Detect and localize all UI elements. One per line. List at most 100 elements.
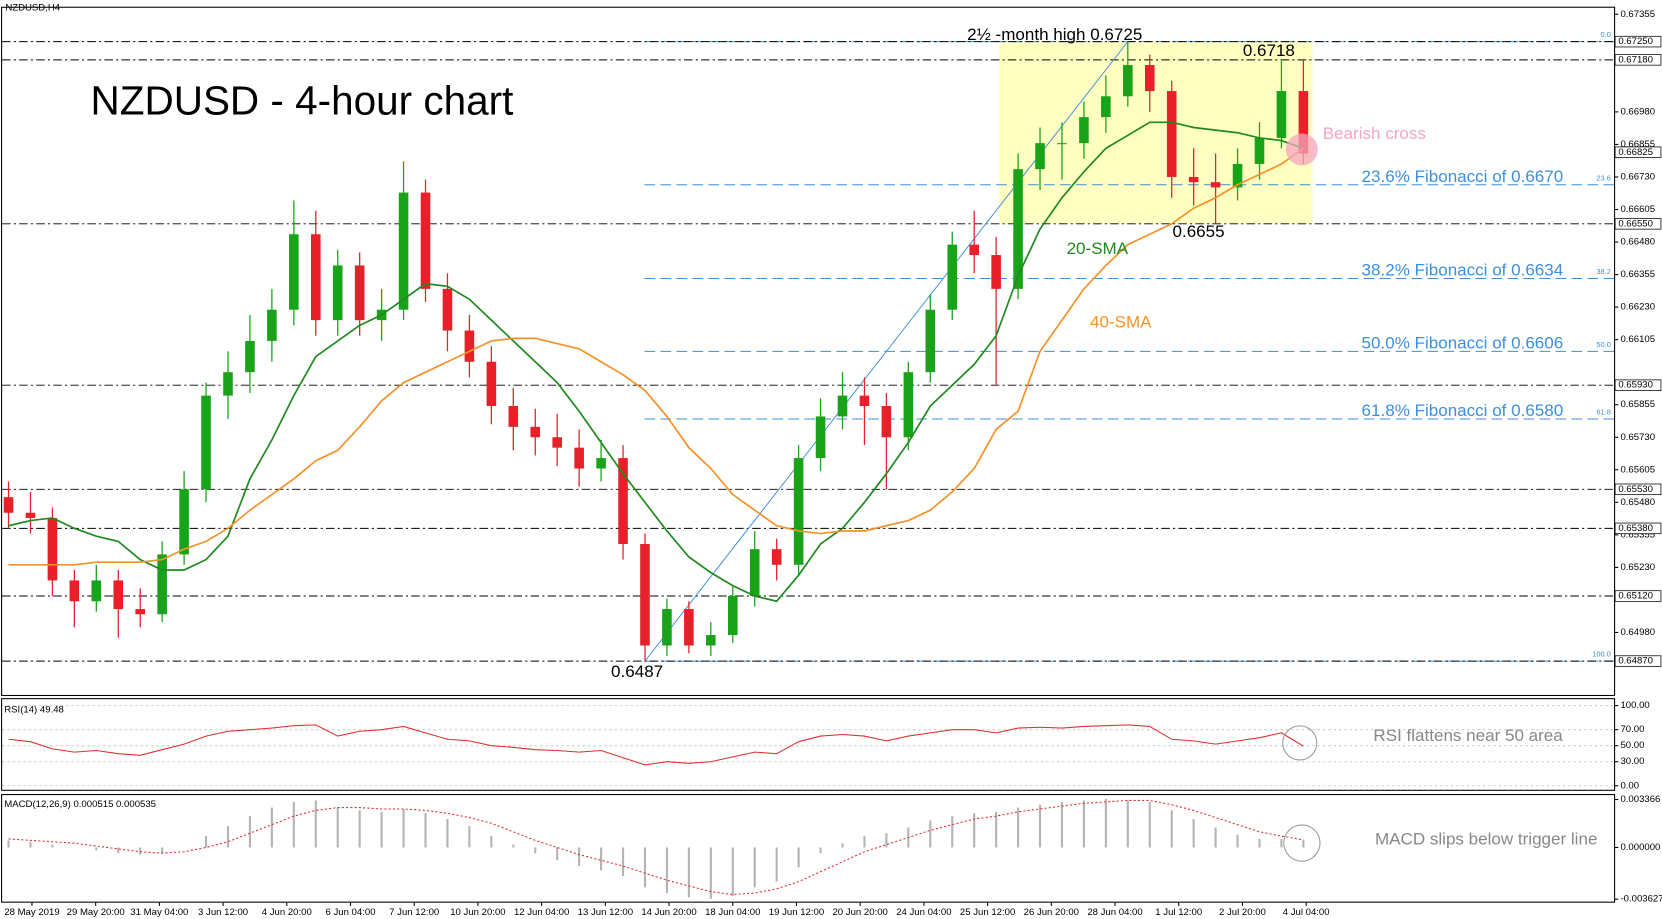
candle-body bbox=[1276, 91, 1287, 138]
candle-body bbox=[267, 309, 277, 341]
candle-body bbox=[947, 244, 958, 310]
rsi-tick-label: 70.00 bbox=[1620, 724, 1644, 735]
candle-body bbox=[223, 372, 233, 396]
candle-body bbox=[859, 395, 870, 407]
x-tick-label: 26 Jun 20:00 bbox=[1024, 907, 1079, 918]
y-tick-label: 0.66480 bbox=[1620, 237, 1655, 248]
sma-line bbox=[8, 121, 1304, 603]
macd-tick-label: 0.000000 bbox=[1620, 842, 1660, 853]
candle-body bbox=[442, 288, 453, 331]
candle-body bbox=[354, 265, 365, 321]
x-tick-label: 18 Jun 04:00 bbox=[705, 907, 760, 918]
x-tick-label: 2 Jul 20:00 bbox=[1219, 907, 1266, 918]
rsi-tick-label: 30.00 bbox=[1620, 756, 1644, 767]
rsi-tick-label: 100.00 bbox=[1620, 700, 1649, 711]
x-tick-label: 28 May 2019 bbox=[4, 907, 59, 918]
rsi-note: RSI flattens near 50 area bbox=[1373, 726, 1563, 745]
sma-line bbox=[8, 147, 1304, 566]
rsi-tick-label: 50.00 bbox=[1620, 740, 1644, 751]
y-tick-label: 0.64980 bbox=[1620, 627, 1655, 638]
candle-body bbox=[925, 309, 936, 373]
x-tick-label: 6 Jun 04:00 bbox=[325, 907, 375, 918]
main-panel-border bbox=[1, 6, 1616, 697]
candle-body bbox=[135, 609, 145, 615]
fib-label: 23.6% Fibonacci of 0.6670 bbox=[1362, 167, 1564, 186]
candle-body bbox=[749, 549, 760, 597]
y-tick-label: 0.65730 bbox=[1620, 432, 1655, 443]
candle-body bbox=[245, 340, 255, 373]
candle-body bbox=[552, 437, 562, 448]
level-label: 0.65930 bbox=[1618, 380, 1653, 391]
macd-signal bbox=[8, 799, 1304, 896]
fib-label: 61.8% Fibonacci of 0.6580 bbox=[1362, 401, 1564, 420]
x-tick-label: 10 Jun 20:00 bbox=[450, 907, 505, 918]
cross-circle bbox=[1285, 133, 1318, 166]
candle-body bbox=[1079, 117, 1089, 144]
x-tick-label: 29 May 20:00 bbox=[67, 907, 125, 918]
candle-body bbox=[684, 609, 694, 646]
y-tick-label: 0.66980 bbox=[1620, 106, 1655, 117]
candle-body bbox=[1035, 143, 1045, 170]
x-tick-label: 14 Jun 20:00 bbox=[641, 907, 696, 918]
y-tick-label: 0.67355 bbox=[1620, 9, 1655, 20]
rsi-circle bbox=[1282, 725, 1318, 761]
candle-body bbox=[332, 265, 343, 321]
level-label: 0.66550 bbox=[1618, 218, 1653, 229]
candle-body bbox=[662, 609, 672, 646]
fib-label: 38.2% Fibonacci of 0.6634 bbox=[1362, 261, 1564, 280]
candle-body bbox=[618, 458, 628, 544]
x-tick-label: 25 Jun 12:00 bbox=[960, 907, 1015, 918]
y-tick-label: 0.65605 bbox=[1620, 464, 1655, 475]
candle-body bbox=[1166, 91, 1177, 177]
x-tick-label: 31 May 04:00 bbox=[130, 907, 188, 918]
macd-tick-label: -0.003627 bbox=[1620, 894, 1662, 905]
candle-body bbox=[596, 458, 606, 469]
candle-body bbox=[201, 395, 211, 490]
fib-trendline bbox=[644, 41, 1129, 662]
candle-body bbox=[574, 447, 584, 469]
y-tick-label: 0.66355 bbox=[1620, 269, 1655, 280]
candle-body bbox=[1013, 169, 1023, 289]
x-tick-label: 20 Jun 20:00 bbox=[832, 907, 887, 918]
macd-tick-label: 0.003366 bbox=[1620, 794, 1660, 805]
x-tick-label: 3 Jun 12:00 bbox=[198, 907, 248, 918]
candle-body bbox=[508, 406, 519, 427]
candle-body bbox=[793, 458, 804, 565]
candle-body bbox=[25, 512, 36, 518]
plot-layer: 0.64980 0.65230 0.65355 0.65480 0.65605 0.657… bbox=[3, 9, 1662, 918]
candle-body bbox=[1057, 143, 1067, 145]
fib-level: 50.0 bbox=[1596, 340, 1610, 349]
level-label: 0.64870 bbox=[1618, 656, 1653, 667]
fib-level: 38.2 bbox=[1596, 267, 1610, 276]
x-tick-label: 24 Jun 04:00 bbox=[896, 907, 951, 918]
background-layer bbox=[2, 41, 1615, 787]
level-label: 0.65380 bbox=[1618, 523, 1653, 534]
y-tick-label: 0.66605 bbox=[1620, 204, 1655, 215]
level-label: 0.65530 bbox=[1618, 484, 1653, 495]
y-tick-label: 0.66855 bbox=[1620, 139, 1655, 150]
candle-body bbox=[69, 580, 80, 602]
x-tick-label: 4 Jun 20:00 bbox=[262, 907, 312, 918]
annotation-high: 2½ -month high 0.6725 bbox=[967, 25, 1142, 44]
candle-body bbox=[1254, 137, 1265, 164]
candle-body bbox=[1298, 91, 1309, 154]
candle-body bbox=[3, 497, 14, 513]
current-price-label: 0.66825 bbox=[1618, 147, 1653, 158]
candle-body bbox=[815, 416, 826, 459]
range-box bbox=[999, 41, 1313, 224]
level-label: 0.65120 bbox=[1618, 591, 1653, 602]
macd-circle bbox=[1283, 824, 1321, 862]
candle-body bbox=[1101, 96, 1111, 118]
rsi-panel-border bbox=[1, 698, 1616, 791]
annotation-second-high: 0.6718 bbox=[1243, 41, 1295, 60]
annotation-low: 0.6487 bbox=[611, 662, 663, 681]
candle-body bbox=[289, 234, 299, 310]
candle-body bbox=[991, 255, 1001, 289]
candle-body bbox=[179, 489, 189, 555]
candle-body bbox=[1188, 176, 1199, 183]
candle-body bbox=[91, 580, 102, 602]
macd-label: MACD(12,26,9) 0.000515 0.000535 bbox=[4, 799, 156, 810]
symbol: NZDUSD,H4 bbox=[5, 2, 60, 13]
